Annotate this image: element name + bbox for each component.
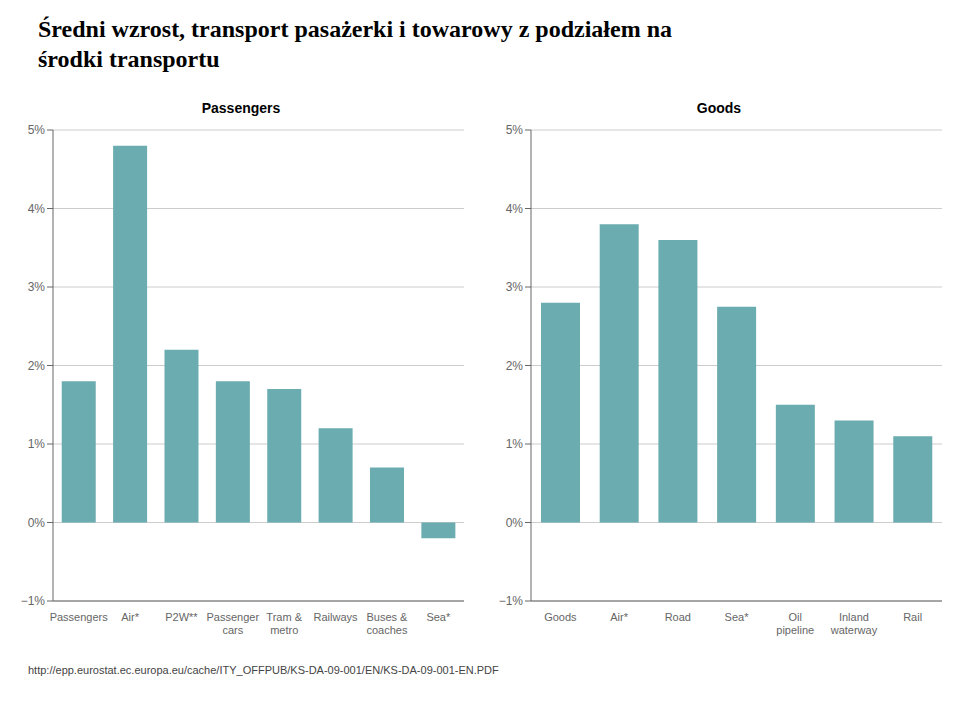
svg-text:Sea*: Sea* [426, 611, 451, 623]
svg-text:1%: 1% [506, 437, 524, 451]
svg-text:Rail: Rail [903, 611, 922, 623]
svg-text:Goods: Goods [544, 611, 577, 623]
svg-text:Buses &coaches: Buses &coaches [366, 611, 408, 636]
svg-text:Tram &metro: Tram &metro [266, 611, 302, 636]
html-text:http://epp.eurostat.ec.europa.: http://epp.eurostat.ec.europa.eu/cache/I… [28, 664, 499, 676]
svg-text:Air*: Air* [121, 611, 139, 623]
svg-text:P2W**: P2W** [165, 611, 198, 623]
svg-text:1%: 1% [28, 437, 46, 451]
svg-text:5%: 5% [28, 123, 46, 137]
svg-text:−1%: −1% [21, 594, 46, 608]
svg-text:−1%: −1% [499, 594, 524, 608]
svg-text:2%: 2% [28, 359, 46, 373]
html-text:Goods: Goods [696, 100, 742, 116]
html-text:Średni wzrost, transport pasaż: Średni wzrost, transport pasażerki i tow… [38, 16, 672, 42]
html-text:środki transportu: środki transportu [38, 46, 220, 72]
svg-text:Inlandwaterway: Inlandwaterway [830, 611, 878, 636]
svg-text:3%: 3% [506, 280, 524, 294]
svg-text:5%: 5% [506, 123, 524, 137]
html-text:Passengers: Passengers [201, 100, 281, 116]
svg-text:3%: 3% [28, 280, 46, 294]
svg-text:Passengers: Passengers [50, 611, 109, 623]
svg-text:Road: Road [665, 611, 691, 623]
svg-text:Railways: Railways [314, 611, 359, 623]
svg-text:4%: 4% [28, 202, 46, 216]
svg-text:2%: 2% [506, 359, 524, 373]
svg-text:Passengercars: Passengercars [207, 611, 260, 636]
svg-text:Sea*: Sea* [725, 611, 750, 623]
svg-text:Air*: Air* [610, 611, 628, 623]
svg-text:Oilpipeline: Oilpipeline [776, 611, 814, 636]
svg-text:0%: 0% [506, 516, 524, 530]
svg-text:0%: 0% [28, 516, 46, 530]
svg-text:4%: 4% [506, 202, 524, 216]
